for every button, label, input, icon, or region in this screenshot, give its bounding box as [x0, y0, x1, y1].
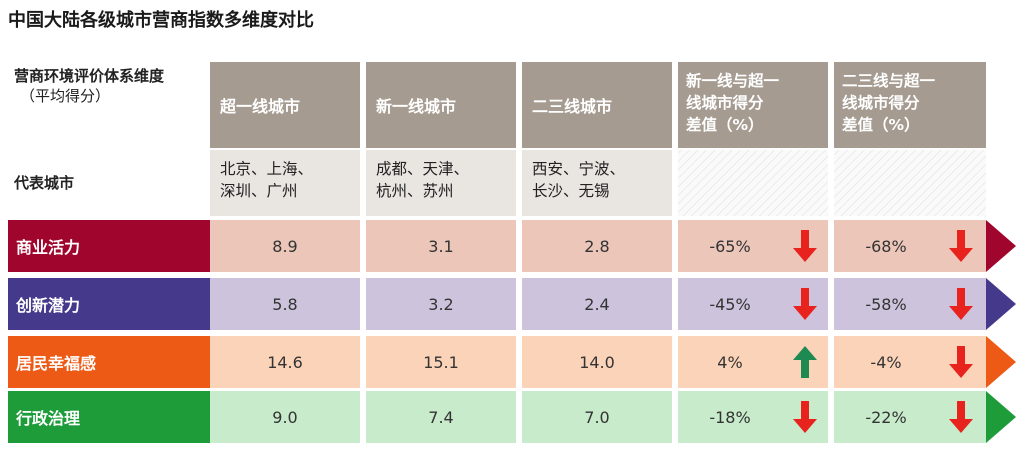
value-cell: 5.8 — [210, 278, 360, 330]
row-end-arrow — [986, 278, 1016, 330]
cities-cell-super-tier1: 北京、上海、 深圳、广州 — [210, 150, 360, 216]
dimension-header: 营商环境评价体系维度 （平均得分） — [14, 66, 164, 106]
arrow-down-icon — [949, 346, 973, 378]
hatched-cell — [678, 150, 828, 216]
diff-cell: -4% — [834, 336, 986, 388]
row-end-arrow — [986, 336, 1016, 388]
column-header-diff-new-tier1: 新一线与超一 线城市得分 差值（%） — [678, 62, 828, 148]
diff-value: -58% — [865, 294, 907, 314]
value-cell: 7.4 — [366, 391, 516, 443]
cities-cell-tier2-3: 西安、宁波、 长沙、无锡 — [522, 150, 672, 216]
chart-title: 中国大陆各级城市营商指数多维度对比 — [8, 10, 314, 31]
cities-header: 代表城市 — [14, 174, 75, 192]
diff-value: -22% — [865, 407, 907, 427]
header-line: 线城市得分 — [842, 94, 920, 112]
value-cell: 2.8 — [522, 220, 672, 272]
row-end-arrow — [986, 391, 1016, 443]
diff-value: -4% — [870, 352, 902, 372]
diff-value: -68% — [865, 236, 907, 256]
dimension-header-sub: （平均得分） — [20, 87, 111, 105]
value-cell: 14.6 — [210, 336, 360, 388]
city-line: 长沙、无锡 — [532, 182, 610, 200]
value-cell: 14.0 — [522, 336, 672, 388]
row-end-arrow — [986, 220, 1016, 272]
header-line: 差值（%） — [842, 116, 920, 134]
diff-value: -65% — [709, 236, 751, 256]
diff-cell: 4% — [678, 336, 828, 388]
city-line: 成都、天津、 — [376, 160, 470, 178]
arrow-down-icon — [949, 230, 973, 262]
value-cell: 3.2 — [366, 278, 516, 330]
row-label: 居民幸福感 — [8, 336, 210, 388]
diff-cell: -65% — [678, 220, 828, 272]
row-label: 商业活力 — [8, 220, 210, 272]
column-header-diff-tier2-3: 二三线与超一 线城市得分 差值（%） — [834, 62, 986, 148]
diff-cell: -68% — [834, 220, 986, 272]
value-cell: 2.4 — [522, 278, 672, 330]
arrow-down-icon — [793, 288, 817, 320]
diff-cell: -18% — [678, 391, 828, 443]
value-cell: 9.0 — [210, 391, 360, 443]
header-line: 新一线与超一 — [686, 72, 780, 90]
value-cell: 3.1 — [366, 220, 516, 272]
arrow-down-icon — [793, 401, 817, 433]
arrow-down-icon — [949, 401, 973, 433]
diff-value: 4% — [717, 352, 743, 372]
header-line: 二三线与超一 — [842, 72, 936, 90]
diff-value: -45% — [709, 294, 751, 314]
city-line: 北京、上海、 — [220, 160, 314, 178]
diff-cell: -22% — [834, 391, 986, 443]
city-line: 深圳、广州 — [220, 182, 298, 200]
arrow-up-icon — [793, 346, 817, 378]
header-line: 线城市得分 — [686, 94, 764, 112]
column-header-super-tier1: 超一线城市 — [210, 62, 360, 148]
value-cell: 7.0 — [522, 391, 672, 443]
value-cell: 8.9 — [210, 220, 360, 272]
row-label: 创新潜力 — [8, 278, 210, 330]
arrow-down-icon — [793, 230, 817, 262]
column-header-new-tier1: 新一线城市 — [366, 62, 516, 148]
column-header-tier2-3: 二三线城市 — [522, 62, 672, 148]
city-line: 西安、宁波、 — [532, 160, 626, 178]
value-cell: 15.1 — [366, 336, 516, 388]
row-label: 行政治理 — [8, 391, 210, 443]
diff-cell: -58% — [834, 278, 986, 330]
arrow-down-icon — [949, 288, 973, 320]
hatched-cell — [834, 150, 986, 216]
diff-value: -18% — [709, 407, 751, 427]
dimension-header-text: 营商环境评价体系维度 — [14, 67, 165, 85]
city-line: 杭州、苏州 — [376, 182, 454, 200]
diff-cell: -45% — [678, 278, 828, 330]
header-line: 差值（%） — [686, 116, 764, 134]
cities-cell-new-tier1: 成都、天津、 杭州、苏州 — [366, 150, 516, 216]
